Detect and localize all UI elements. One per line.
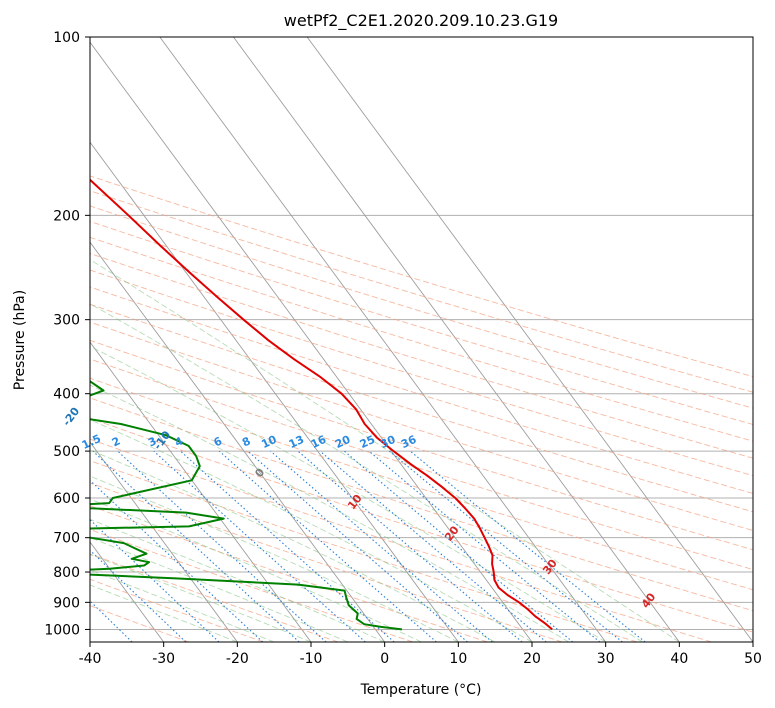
y-tick-label: 500: [53, 444, 80, 460]
dry-adiabat--10: [90, 553, 339, 642]
mixing-ratio-line-13: [297, 450, 523, 642]
x-tick-label: 40: [670, 651, 688, 667]
y-tick-label: 600: [53, 491, 80, 507]
mixing-ratio-label: 25: [358, 433, 377, 451]
isotherm--10: [90, 341, 312, 642]
background-lines: [90, 37, 753, 642]
plot-frame: [89, 36, 754, 643]
moist-adiabat-15: [90, 449, 496, 642]
mixing-ratio-label: 36: [399, 433, 419, 451]
y-tick-label: 400: [53, 387, 80, 403]
mixing-ratio-label: 10: [259, 433, 279, 451]
mixing-ratio-line-1: [90, 479, 264, 642]
isotherm-10: [90, 141, 459, 642]
x-tick-label: 0: [380, 651, 389, 667]
isotherm--20: [90, 441, 238, 642]
x-tick-label: 50: [744, 651, 762, 667]
dry-adiabat-180: [90, 190, 753, 393]
mixing-ratio-line-0.4: [90, 549, 187, 642]
moist-adiabat--5: [90, 537, 348, 642]
dry-adiabat-120: [90, 286, 753, 494]
plot-background: [90, 37, 753, 642]
isotherm-40: [233, 37, 680, 642]
mixing-ratio-line-20: [343, 450, 574, 642]
mixing-ratio-line-30: [389, 450, 623, 642]
y-tick-label: 1000: [44, 622, 80, 638]
dry-adiabat-40: [90, 438, 712, 642]
chart-title: wetPf2_C2E1.2020.209.10.23.G19: [284, 11, 558, 31]
x-tick-label: 30: [597, 651, 615, 667]
dewpoint-line: [90, 380, 403, 631]
dry-adiabat-170: [90, 205, 753, 409]
dry-adiabat-70: [90, 377, 753, 591]
dry-adiabat-60: [90, 397, 753, 612]
isotherm-label: -20: [60, 405, 83, 429]
dry-adiabat-100: [90, 321, 753, 531]
mixing-ratio-line-36: [409, 450, 646, 642]
moist-adiabat-5: [90, 498, 422, 642]
profile-lines: [90, 178, 553, 631]
line-labels: 1.52346810131620253036-100-90-80-70-60-5…: [60, 405, 659, 611]
mixing-ratio-line-25: [368, 450, 601, 642]
mixing-ratio-line-2: [117, 450, 327, 642]
dry-adiabat-150: [90, 236, 753, 442]
dry-adiabat-190: [90, 175, 753, 378]
moist-adiabat--10: [90, 553, 312, 642]
mixing-ratio-label: 20: [333, 433, 353, 451]
y-tick-label: 100: [53, 30, 80, 46]
x-tick-label: -20: [226, 651, 249, 667]
dry-adiabat-80: [90, 358, 753, 571]
y-tick-label: 200: [53, 208, 80, 224]
axes: -40 -30 -20 -10 0 10 20 30 40 50 100 200 300 400 500 60…: [44, 30, 762, 667]
temperature-line: [90, 178, 553, 631]
mixing-ratio-line-10: [270, 450, 493, 642]
mixing-ratio-line-3: [153, 450, 366, 642]
isotherm-30: [159, 37, 607, 642]
moist-adiabat-30: [90, 345, 606, 642]
dry-adiabat-140: [90, 252, 753, 459]
x-tick-label: -40: [79, 651, 102, 667]
dry-adiabat-20: [90, 482, 563, 642]
isotherm-0: [90, 241, 386, 642]
dry-adiabat-50: [90, 417, 753, 633]
mixing-ratio-line-8: [247, 450, 468, 642]
x-tick-label: 20: [523, 651, 541, 667]
y-axis-title: Pressure (hPa): [12, 290, 28, 390]
x-tick-label: -30: [152, 651, 175, 667]
x-tick-label: 10: [449, 651, 467, 667]
y-tick-label: 700: [53, 531, 80, 547]
mixing-ratio-line-16: [319, 450, 547, 642]
y-tick-label: 300: [53, 313, 80, 329]
moist-adiabat-20: [90, 419, 533, 642]
moist-adiabat-10: [90, 475, 459, 642]
x-tick-label: -10: [300, 651, 323, 667]
mixing-ratio-label: 30: [378, 433, 398, 451]
y-tick-label: 800: [53, 565, 80, 581]
mixing-ratio-label: 16: [309, 433, 329, 451]
moist-adiabat-35: [90, 303, 643, 642]
isotherm-50: [306, 37, 753, 642]
dry-adiabat-110: [90, 303, 753, 513]
x-axis-title: Temperature (°C): [360, 682, 482, 698]
mixing-ratio-label: 13: [287, 433, 306, 451]
y-tick-label: 900: [53, 595, 80, 611]
